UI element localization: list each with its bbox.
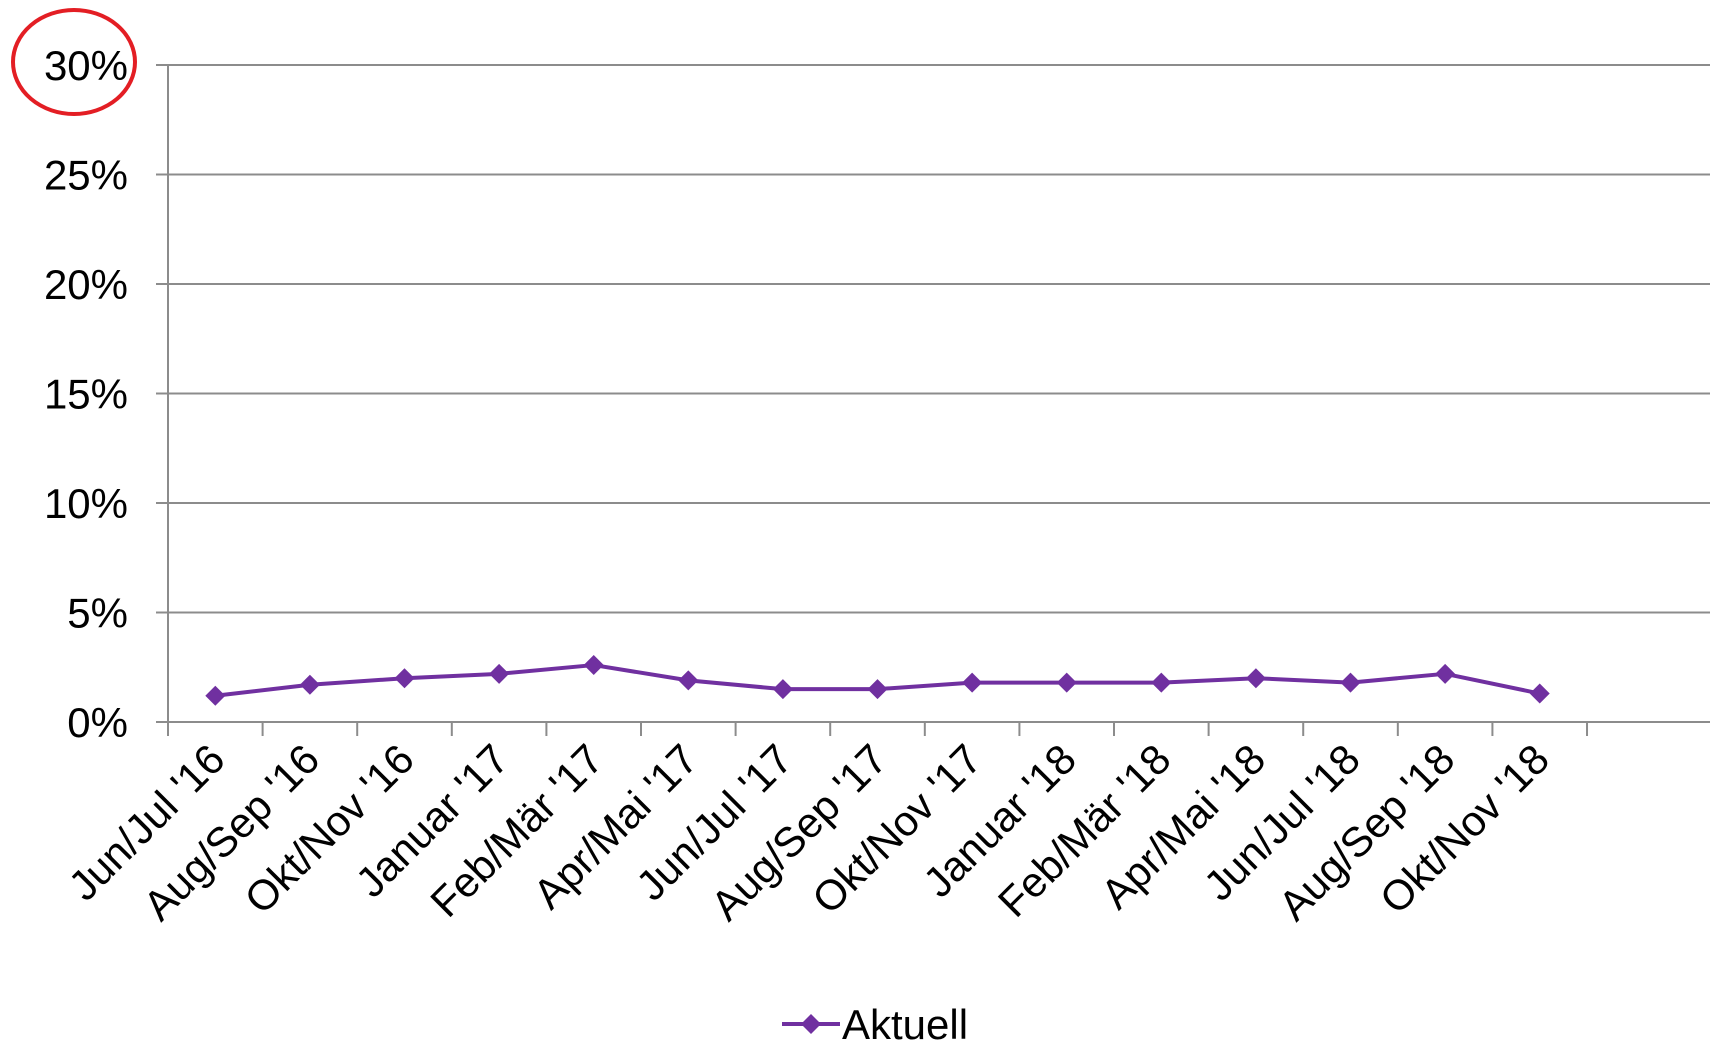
- y-tick-label: 15%: [44, 371, 128, 418]
- data-point: [867, 679, 888, 700]
- y-tick-label: 20%: [44, 261, 128, 308]
- y-tick-label: 25%: [44, 152, 128, 199]
- data-point: [1245, 668, 1266, 689]
- grid-layer: [156, 64, 1710, 723]
- legend: Aktuell: [782, 1001, 968, 1044]
- y-tick-labels: 0% 5% 10% 15% 20% 25% 30%: [44, 42, 128, 746]
- axis-layer: [167, 65, 1710, 736]
- data-point: [1340, 672, 1361, 693]
- data-point: [205, 685, 226, 706]
- legend-series-marker: [801, 1014, 821, 1034]
- data-point: [489, 663, 510, 684]
- y-tick-label: 5%: [67, 590, 128, 637]
- data-point: [1529, 683, 1550, 704]
- data-point: [1435, 663, 1456, 684]
- data-point: [678, 670, 699, 691]
- annotation-layer: [11, 8, 137, 116]
- data-point: [772, 679, 793, 700]
- data-point: [583, 655, 604, 676]
- y-tick-label: 0%: [67, 699, 128, 746]
- data-point: [394, 668, 415, 689]
- data-point: [299, 674, 320, 695]
- y-tick-label: 30%: [44, 42, 128, 89]
- series-layer: [205, 655, 1550, 706]
- data-point: [962, 672, 983, 693]
- y-tick-label: 10%: [44, 480, 128, 527]
- data-point: [1056, 672, 1077, 693]
- legend-series-label: Aktuell: [842, 1001, 968, 1044]
- data-point: [1151, 672, 1172, 693]
- annotation-circle: [11, 8, 137, 116]
